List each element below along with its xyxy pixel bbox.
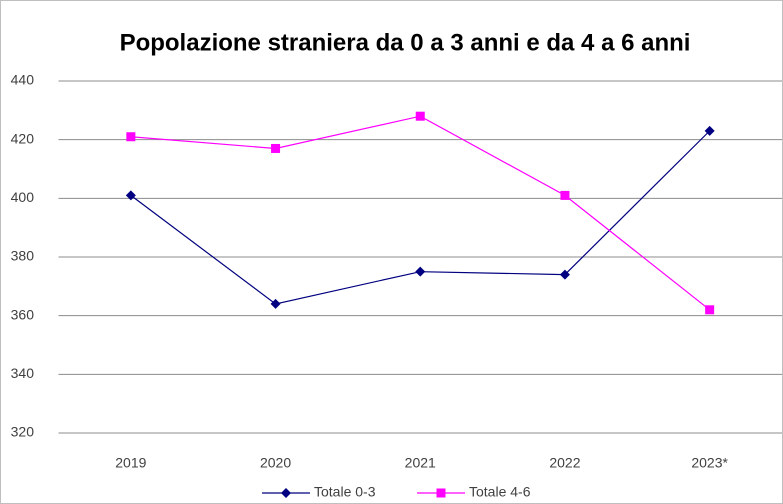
data-point (560, 190, 570, 200)
data-point (415, 266, 426, 277)
y-tick-label: 400 (11, 189, 35, 205)
x-tick-label: 2023* (691, 455, 728, 471)
legend-marker (436, 488, 446, 498)
x-tick-label: 2019 (115, 455, 146, 471)
y-tick-label: 440 (11, 72, 35, 88)
legend-marker (281, 488, 291, 498)
x-tick-label: 2020 (260, 455, 291, 471)
data-point (559, 269, 570, 280)
data-point (126, 132, 136, 142)
data-point (270, 298, 281, 309)
legend-label: Totale 0-3 (314, 484, 376, 500)
chart-title: Popolazione straniera da 0 a 3 anni e da… (120, 29, 691, 56)
y-tick-label: 420 (11, 130, 35, 146)
x-tick-label: 2022 (549, 455, 580, 471)
data-point (125, 190, 136, 201)
y-tick-label: 380 (11, 248, 35, 264)
data-point (705, 305, 715, 315)
data-point (415, 111, 425, 121)
legend-label: Totale 4-6 (469, 484, 531, 500)
y-tick-label: 360 (11, 306, 35, 322)
y-tick-label: 340 (11, 365, 35, 381)
data-point (271, 143, 281, 153)
x-tick-label: 2021 (405, 455, 436, 471)
data-point (704, 125, 715, 136)
y-tick-label: 320 (11, 424, 35, 440)
